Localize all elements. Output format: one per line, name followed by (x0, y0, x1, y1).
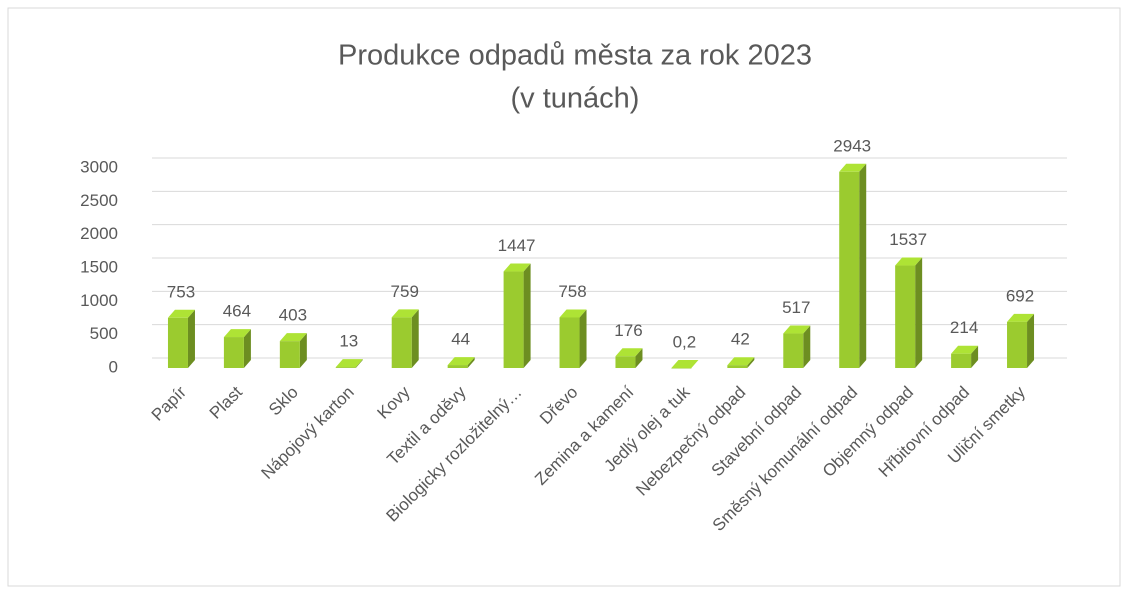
bar-top (223, 329, 251, 338)
value-label: 753 (167, 282, 195, 301)
y-tick-label: 3000 (80, 157, 118, 176)
bar-side (411, 309, 419, 368)
bar-top (335, 359, 363, 368)
bar-side (1027, 313, 1035, 368)
value-label: 13 (339, 332, 358, 351)
bar-top (391, 309, 419, 318)
bar (1007, 321, 1028, 368)
bar (503, 271, 524, 368)
bar-top (503, 263, 531, 272)
bar-side (299, 333, 307, 368)
y-tick-label: 2000 (80, 224, 118, 243)
value-label: 517 (782, 298, 810, 317)
value-label: 44 (451, 330, 470, 349)
chart-frame (7, 7, 1121, 587)
bar (671, 367, 692, 369)
bar-side (467, 357, 475, 368)
bar (727, 365, 748, 368)
chart-title: Produkce odpadů města za rok 2023 (338, 40, 812, 72)
y-tick-label: 0 (109, 357, 118, 376)
value-label: 42 (731, 330, 750, 349)
bar-top (671, 359, 699, 368)
bar-top (615, 348, 643, 357)
y-tick-label: 1000 (80, 291, 118, 310)
bar (167, 317, 188, 368)
bar-side (187, 309, 195, 368)
bar (559, 317, 580, 368)
bar-top (951, 345, 979, 354)
bar-side (859, 163, 867, 368)
bar (895, 265, 916, 368)
bar (447, 365, 468, 368)
bar (839, 171, 860, 368)
value-label: 464 (223, 302, 251, 321)
bar-top (1007, 313, 1035, 322)
bar-side (355, 359, 363, 368)
value-label: 2943 (833, 136, 871, 155)
bar-top (839, 163, 867, 172)
value-label: 759 (391, 282, 419, 301)
chart-subtitle: (v tunách) (511, 83, 640, 115)
bar-side (747, 357, 755, 368)
bar-top (783, 325, 811, 334)
bar (223, 337, 244, 368)
bar (279, 341, 300, 368)
y-tick-label: 1500 (80, 257, 118, 276)
value-label: 1537 (889, 230, 927, 249)
bar-side (691, 359, 699, 368)
bar-side (635, 348, 643, 368)
bar-side (971, 345, 979, 368)
bar-side (915, 257, 923, 368)
value-label: 0,2 (673, 332, 697, 351)
value-label: 692 (1006, 286, 1034, 305)
bar-top (727, 357, 755, 366)
bar-top (447, 357, 475, 366)
value-label: 1447 (498, 236, 536, 255)
value-label: 176 (614, 321, 642, 340)
bar-top (279, 333, 307, 342)
value-label: 403 (279, 306, 307, 325)
value-label: 214 (950, 318, 978, 337)
bar (615, 356, 636, 368)
bar (783, 333, 804, 368)
bar-side (579, 309, 587, 368)
bar (391, 317, 412, 368)
y-tick-label: 2500 (80, 191, 118, 210)
value-label: 758 (558, 282, 586, 301)
bar-top (559, 309, 587, 318)
bar-top (167, 309, 195, 318)
bar (335, 367, 356, 368)
bar-side (523, 263, 531, 368)
bar-side (803, 325, 811, 368)
bar-top (895, 257, 923, 266)
bar-side (243, 329, 251, 368)
bar (951, 353, 972, 368)
y-tick-label: 500 (90, 324, 118, 343)
